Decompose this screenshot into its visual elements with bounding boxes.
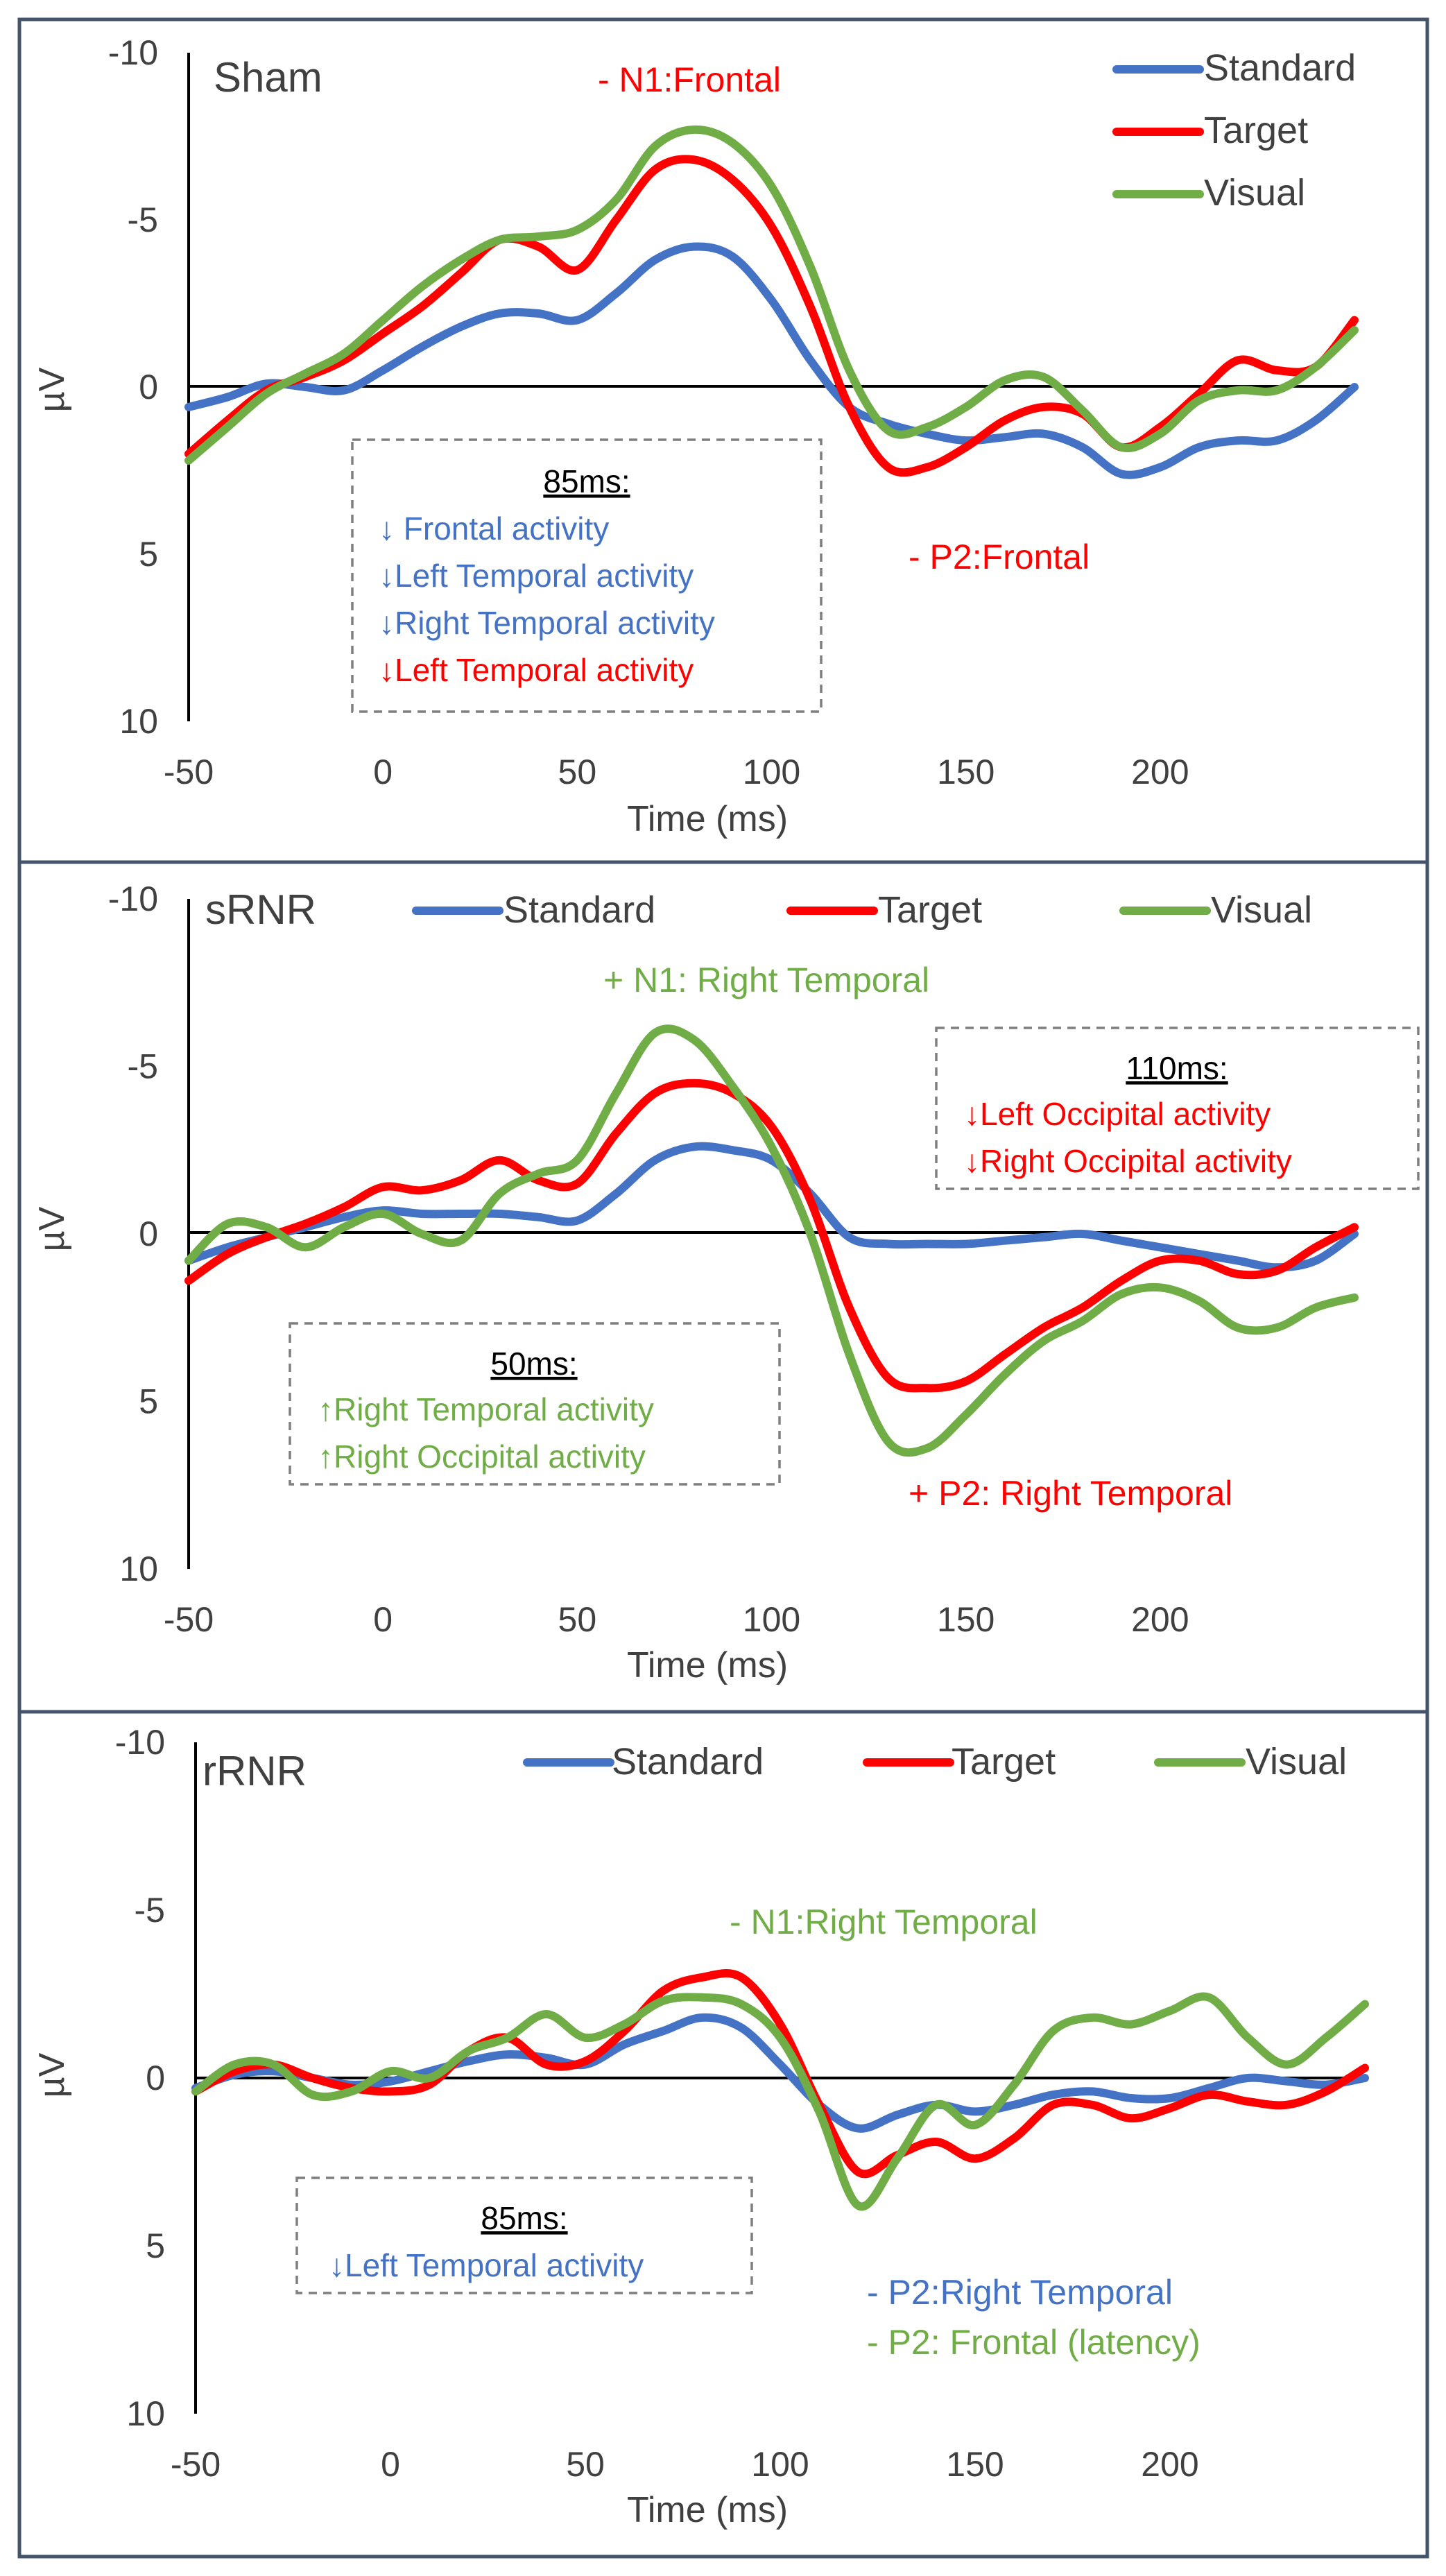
sham-y-axis-title: µV bbox=[32, 367, 72, 412]
sham-series-visual bbox=[184, 125, 1359, 465]
rrnr-y-ticks: -10 -5 0 5 10 bbox=[115, 1723, 165, 2433]
sham-y-tick-label: 5 bbox=[139, 535, 158, 574]
srnr-x-tick-label: 0 bbox=[373, 1600, 393, 1639]
rrnr-x-tick-label: 150 bbox=[946, 2445, 1004, 2484]
rrnr-x-tick-label: 200 bbox=[1141, 2445, 1198, 2484]
sham-legend-standard: Standard bbox=[1204, 47, 1356, 89]
rrnr-x-tick-label: 100 bbox=[751, 2445, 809, 2484]
sham-box-title: 85ms: bbox=[543, 463, 630, 499]
sham-legend-visual: Visual bbox=[1204, 172, 1305, 214]
srnr-box-50ms-line-2: ↑Right Occipital activity bbox=[318, 1439, 646, 1475]
sham-x-tick-label: 50 bbox=[558, 753, 597, 791]
srnr-y-tick-label: 10 bbox=[119, 1549, 158, 1588]
rrnr-panel-title: rRNR bbox=[203, 1748, 307, 1794]
srnr-legend-target: Target bbox=[878, 889, 982, 931]
sham-y-ticks: -10 -5 0 5 10 bbox=[108, 33, 158, 741]
sham-series-target bbox=[184, 155, 1359, 477]
srnr-legend-standard: Standard bbox=[503, 889, 655, 931]
srnr-box-50ms bbox=[289, 1322, 781, 1486]
srnr-x-tick-label: 50 bbox=[558, 1600, 597, 1639]
rrnr-y-axis-title: µV bbox=[32, 2052, 72, 2097]
rrnr-x-tick-label: 50 bbox=[566, 2445, 605, 2484]
rrnr-legend-target: Target bbox=[952, 1741, 1056, 1783]
rrnr-legend-visual: Visual bbox=[1246, 1741, 1347, 1783]
rrnr-y-tick-label: 5 bbox=[146, 2226, 165, 2265]
srnr-legend-visual: Visual bbox=[1211, 889, 1312, 931]
sham-x-tick-label: 100 bbox=[743, 753, 800, 791]
srnr-series-target bbox=[184, 1079, 1359, 1393]
rrnr-y-tick-label: 10 bbox=[126, 2394, 165, 2433]
rrnr-box-line-1: ↓Left Temporal activity bbox=[329, 2247, 644, 2283]
rrnr-box-title: 85ms: bbox=[481, 2200, 567, 2236]
srnr-y-tick-label: 0 bbox=[139, 1214, 158, 1253]
srnr-box-110ms-line-2: ↓Right Occipital activity bbox=[964, 1143, 1292, 1179]
rrnr-annotation-n1: - N1:Right Temporal bbox=[730, 1903, 1038, 1941]
srnr-box-50ms-title: 50ms: bbox=[490, 1346, 577, 1382]
sham-y-tick-label: 0 bbox=[139, 368, 158, 406]
srnr-box-50ms-line-1: ↑Right Temporal activity bbox=[318, 1391, 654, 1427]
sham-box-line-2: ↓Left Temporal activity bbox=[379, 558, 694, 594]
sham-x-ticks: -50 0 50 100 150 200 bbox=[164, 753, 1189, 791]
rrnr-series-visual bbox=[191, 1992, 1369, 2211]
sham-y-tick-label: -5 bbox=[128, 200, 158, 239]
sham-x-tick-label: -50 bbox=[164, 753, 214, 791]
rrnr-y-tick-label: -10 bbox=[115, 1723, 165, 1762]
srnr-y-tick-label: 5 bbox=[139, 1382, 158, 1421]
rrnr-annotation-p2-frontal: - P2: Frontal (latency) bbox=[867, 2323, 1200, 2362]
srnr-y-tick-label: -5 bbox=[128, 1047, 158, 1086]
sham-legend-target: Target bbox=[1204, 110, 1308, 151]
sham-series-standard bbox=[184, 242, 1359, 479]
srnr-x-tick-label: 200 bbox=[1131, 1600, 1189, 1639]
sham-box bbox=[351, 438, 823, 713]
srnr-box-110ms bbox=[935, 1027, 1420, 1190]
sham-x-tick-label: 150 bbox=[937, 753, 995, 791]
sham-panel-title: Sham bbox=[214, 54, 322, 101]
rrnr-y-tick-label: 0 bbox=[146, 2059, 165, 2097]
srnr-series-visual bbox=[184, 1024, 1359, 1457]
srnr-x-axis-title: Time (ms) bbox=[627, 1645, 788, 1685]
srnr-annotation-p2: + P2: Right Temporal bbox=[909, 1474, 1232, 1513]
rrnr-series-standard bbox=[191, 2013, 1369, 2133]
sham-x-axis-title: Time (ms) bbox=[627, 799, 788, 839]
rrnr-y-tick-label: -5 bbox=[135, 1891, 165, 1930]
rrnr-x-ticks: -50 0 50 100 150 200 bbox=[171, 2445, 1199, 2484]
rrnr-x-tick-label: 0 bbox=[381, 2445, 400, 2484]
sham-box-line-4: ↓Left Temporal activity bbox=[379, 652, 694, 688]
rrnr-series-target bbox=[191, 1968, 1369, 2179]
sham-annotation-n1: - N1:Frontal bbox=[598, 60, 781, 99]
sham-box-line-3: ↓Right Temporal activity bbox=[379, 605, 715, 641]
rrnr-x-tick-label: -50 bbox=[171, 2445, 221, 2484]
srnr-x-tick-label: -50 bbox=[164, 1600, 214, 1639]
srnr-annotation-n1: + N1: Right Temporal bbox=[603, 961, 929, 999]
rrnr-legend-standard: Standard bbox=[612, 1741, 764, 1783]
srnr-box-110ms-line-1: ↓Left Occipital activity bbox=[964, 1096, 1271, 1132]
srnr-y-ticks: -10 -5 0 5 10 bbox=[108, 879, 158, 1588]
sham-box-line-1: ↓ Frontal activity bbox=[379, 510, 609, 547]
rrnr-x-axis-title: Time (ms) bbox=[627, 2490, 788, 2530]
sham-y-tick-label: 10 bbox=[119, 702, 158, 741]
sham-x-tick-label: 200 bbox=[1131, 753, 1189, 791]
srnr-x-ticks: -50 0 50 100 150 200 bbox=[164, 1600, 1189, 1639]
sham-annotation-p2: - P2:Frontal bbox=[909, 538, 1090, 576]
sham-y-tick-label: -10 bbox=[108, 33, 158, 72]
srnr-x-tick-label: 150 bbox=[937, 1600, 995, 1639]
srnr-box-110ms-title: 110ms: bbox=[1126, 1050, 1228, 1086]
panel-rrnr-border bbox=[17, 1710, 1429, 2559]
srnr-y-tick-label: -10 bbox=[108, 879, 158, 918]
srnr-panel-title: sRNR bbox=[205, 886, 316, 933]
rrnr-annotation-p2-right-temporal: - P2:Right Temporal bbox=[867, 2273, 1173, 2312]
srnr-x-tick-label: 100 bbox=[743, 1600, 800, 1639]
sham-x-tick-label: 0 bbox=[373, 753, 393, 791]
rrnr-box bbox=[295, 2176, 753, 2294]
srnr-y-axis-title: µV bbox=[32, 1206, 72, 1251]
